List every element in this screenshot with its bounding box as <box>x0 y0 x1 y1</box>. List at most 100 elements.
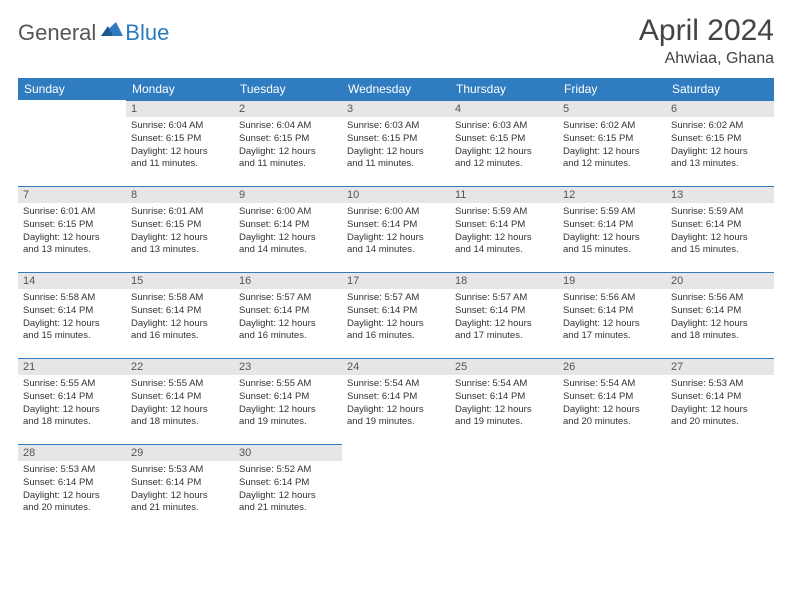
calendar-day-cell: 7Sunrise: 6:01 AMSunset: 6:15 PMDaylight… <box>18 186 126 272</box>
daylight-text-2: and 21 minutes. <box>239 502 337 515</box>
sunset-text: Sunset: 6:15 PM <box>131 219 229 232</box>
day-content: Sunrise: 5:57 AMSunset: 6:14 PMDaylight:… <box>342 289 450 346</box>
day-content: Sunrise: 5:55 AMSunset: 6:14 PMDaylight:… <box>234 375 342 432</box>
calendar-day-cell: 20Sunrise: 5:56 AMSunset: 6:14 PMDayligh… <box>666 272 774 358</box>
calendar-table: SundayMondayTuesdayWednesdayThursdayFrid… <box>18 78 774 530</box>
day-number: 16 <box>234 272 342 289</box>
daylight-text-1: Daylight: 12 hours <box>563 232 661 245</box>
day-content: Sunrise: 6:01 AMSunset: 6:15 PMDaylight:… <box>126 203 234 260</box>
sunset-text: Sunset: 6:14 PM <box>131 391 229 404</box>
calendar-week-row: 14Sunrise: 5:58 AMSunset: 6:14 PMDayligh… <box>18 272 774 358</box>
day-content: Sunrise: 5:58 AMSunset: 6:14 PMDaylight:… <box>18 289 126 346</box>
day-number: 2 <box>234 100 342 117</box>
daylight-text-2: and 19 minutes. <box>239 416 337 429</box>
daylight-text-1: Daylight: 12 hours <box>347 318 445 331</box>
daylight-text-2: and 19 minutes. <box>455 416 553 429</box>
sunrise-text: Sunrise: 5:55 AM <box>131 378 229 391</box>
calendar-day-cell: 24Sunrise: 5:54 AMSunset: 6:14 PMDayligh… <box>342 358 450 444</box>
calendar-page: General Blue April 2024 Ahwiaa, Ghana Su… <box>0 0 792 544</box>
day-number: 18 <box>450 272 558 289</box>
day-content: Sunrise: 5:54 AMSunset: 6:14 PMDaylight:… <box>558 375 666 432</box>
daylight-text-2: and 16 minutes. <box>239 330 337 343</box>
day-content: Sunrise: 5:53 AMSunset: 6:14 PMDaylight:… <box>666 375 774 432</box>
sunrise-text: Sunrise: 5:53 AM <box>131 464 229 477</box>
day-number: 14 <box>18 272 126 289</box>
daylight-text-2: and 13 minutes. <box>671 158 769 171</box>
calendar-day-cell: 6Sunrise: 6:02 AMSunset: 6:15 PMDaylight… <box>666 100 774 186</box>
daylight-text-2: and 14 minutes. <box>455 244 553 257</box>
calendar-day-cell: 29Sunrise: 5:53 AMSunset: 6:14 PMDayligh… <box>126 444 234 530</box>
daylight-text-2: and 13 minutes. <box>131 244 229 257</box>
calendar-day-cell: 28Sunrise: 5:53 AMSunset: 6:14 PMDayligh… <box>18 444 126 530</box>
sunrise-text: Sunrise: 5:59 AM <box>671 206 769 219</box>
daylight-text-2: and 17 minutes. <box>455 330 553 343</box>
daylight-text-1: Daylight: 12 hours <box>131 318 229 331</box>
day-content: Sunrise: 5:56 AMSunset: 6:14 PMDaylight:… <box>666 289 774 346</box>
calendar-day-cell: 5Sunrise: 6:02 AMSunset: 6:15 PMDaylight… <box>558 100 666 186</box>
sunset-text: Sunset: 6:14 PM <box>239 305 337 318</box>
calendar-day-cell: 22 Sunrise: 5:55 AMSunset: 6:14 PMDayligh… <box>126 358 234 444</box>
daylight-text-1: Daylight: 12 hours <box>131 404 229 417</box>
daylight-text-2: and 20 minutes. <box>563 416 661 429</box>
calendar-day-cell: 30Sunrise: 5:52 AMSunset: 6:14 PMDayligh… <box>234 444 342 530</box>
daylight-text-1: Daylight: 12 hours <box>23 404 121 417</box>
sunset-text: Sunset: 6:15 PM <box>563 133 661 146</box>
daylight-text-2: and 18 minutes. <box>131 416 229 429</box>
day-number: 4 <box>450 100 558 117</box>
calendar-day-cell <box>666 444 774 530</box>
day-number: 23 <box>234 358 342 375</box>
sunrise-text: Sunrise: 5:57 AM <box>347 292 445 305</box>
sunset-text: Sunset: 6:14 PM <box>347 305 445 318</box>
day-number: 30 <box>234 444 342 461</box>
sunrise-text: Sunrise: 6:02 AM <box>671 120 769 133</box>
day-content: Sunrise: 5:57 AMSunset: 6:14 PMDaylight:… <box>450 289 558 346</box>
daylight-text-2: and 20 minutes. <box>671 416 769 429</box>
sunrise-text: Sunrise: 5:56 AM <box>563 292 661 305</box>
day-content: Sunrise: 6:03 AMSunset: 6:15 PMDaylight:… <box>450 117 558 174</box>
weekday-header: Saturday <box>666 78 774 100</box>
sunset-text: Sunset: 6:14 PM <box>671 391 769 404</box>
logo-text-blue: Blue <box>125 20 169 46</box>
day-number: 3 <box>342 100 450 117</box>
day-content: Sunrise: 6:04 AMSunset: 6:15 PMDaylight:… <box>234 117 342 174</box>
daylight-text-2: and 16 minutes. <box>347 330 445 343</box>
day-number: 7 <box>18 186 126 203</box>
day-number: 26 <box>558 358 666 375</box>
day-content: Sunrise: 6:01 AMSunset: 6:15 PMDaylight:… <box>18 203 126 260</box>
daylight-text-2: and 19 minutes. <box>347 416 445 429</box>
sunset-text: Sunset: 6:14 PM <box>23 391 121 404</box>
weekday-header: Wednesday <box>342 78 450 100</box>
calendar-day-cell <box>342 444 450 530</box>
calendar-day-cell: 27Sunrise: 5:53 AMSunset: 6:14 PMDayligh… <box>666 358 774 444</box>
sunset-text: Sunset: 6:14 PM <box>671 219 769 232</box>
weekday-header: Tuesday <box>234 78 342 100</box>
calendar-day-cell: 16Sunrise: 5:57 AMSunset: 6:14 PMDayligh… <box>234 272 342 358</box>
sunset-text: Sunset: 6:14 PM <box>563 391 661 404</box>
daylight-text-1: Daylight: 12 hours <box>23 318 121 331</box>
sunset-text: Sunset: 6:14 PM <box>455 219 553 232</box>
daylight-text-2: and 18 minutes. <box>23 416 121 429</box>
calendar-day-cell: 19Sunrise: 5:56 AMSunset: 6:14 PMDayligh… <box>558 272 666 358</box>
day-number: 29 <box>126 444 234 461</box>
sunrise-text: Sunrise: 6:03 AM <box>347 120 445 133</box>
day-content: Sunrise: 6:02 AMSunset: 6:15 PMDaylight:… <box>666 117 774 174</box>
daylight-text-2: and 20 minutes. <box>23 502 121 515</box>
calendar-day-cell: 2Sunrise: 6:04 AMSunset: 6:15 PMDaylight… <box>234 100 342 186</box>
day-content: Sunrise: 5:59 AMSunset: 6:14 PMDaylight:… <box>450 203 558 260</box>
daylight-text-1: Daylight: 12 hours <box>563 318 661 331</box>
sunrise-text: Sunrise: 5:55 AM <box>239 378 337 391</box>
daylight-text-2: and 14 minutes. <box>239 244 337 257</box>
daylight-text-1: Daylight: 12 hours <box>239 146 337 159</box>
daylight-text-1: Daylight: 12 hours <box>563 404 661 417</box>
day-number: 24 <box>342 358 450 375</box>
day-number: 22 <box>126 358 234 375</box>
sunset-text: Sunset: 6:14 PM <box>23 305 121 318</box>
daylight-text-2: and 14 minutes. <box>347 244 445 257</box>
daylight-text-2: and 11 minutes. <box>131 158 229 171</box>
logo: General Blue <box>18 20 169 46</box>
sunset-text: Sunset: 6:14 PM <box>563 305 661 318</box>
day-content: Sunrise: 5:56 AMSunset: 6:14 PMDaylight:… <box>558 289 666 346</box>
daylight-text-1: Daylight: 12 hours <box>23 232 121 245</box>
calendar-day-cell: 15Sunrise: 5:58 AMSunset: 6:14 PMDayligh… <box>126 272 234 358</box>
calendar-day-cell: 12Sunrise: 5:59 AMSunset: 6:14 PMDayligh… <box>558 186 666 272</box>
